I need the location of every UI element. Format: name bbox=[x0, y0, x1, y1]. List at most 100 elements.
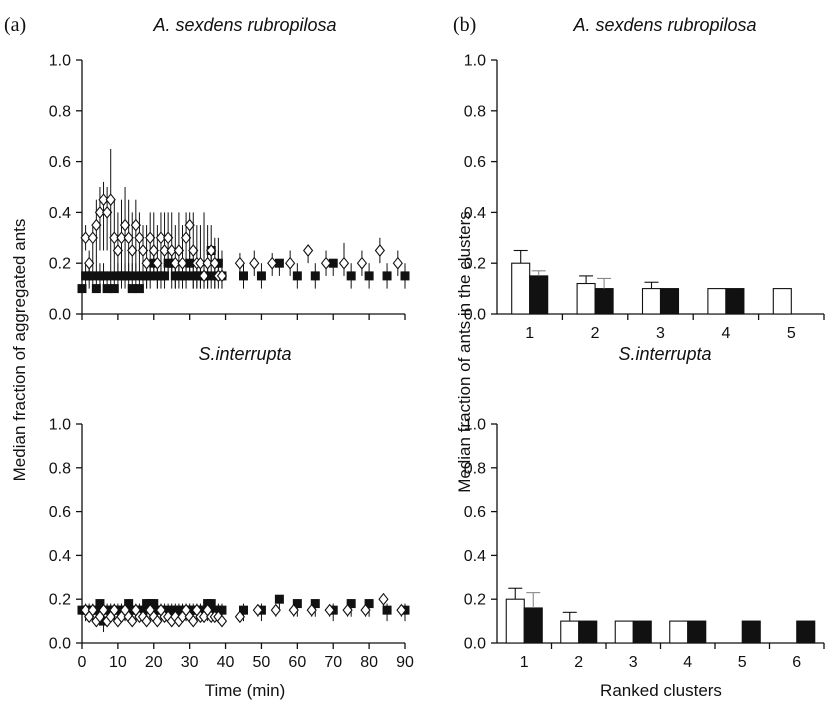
panel-b-label: (b) bbox=[453, 14, 476, 36]
x-tick-label: 20 bbox=[145, 654, 163, 671]
data-point-diamond bbox=[87, 603, 98, 617]
data-point-square bbox=[346, 599, 356, 609]
bar bbox=[741, 620, 761, 644]
panel-b-top-title: A. sexdens rubropilosa bbox=[572, 15, 756, 35]
y-tick-label: 0.6 bbox=[49, 154, 71, 171]
x-tick-label: 5 bbox=[738, 654, 747, 671]
x-tick-label: 4 bbox=[683, 654, 692, 671]
data-point-square bbox=[274, 258, 284, 268]
bar bbox=[560, 620, 580, 644]
data-point-diamond bbox=[302, 244, 314, 257]
y-tick-label: 0.0 bbox=[49, 307, 71, 324]
y-tick-label: 0.6 bbox=[49, 504, 71, 521]
data-point-diamond bbox=[173, 244, 185, 257]
data-point-diamond bbox=[141, 614, 152, 628]
data-point-square bbox=[364, 271, 374, 281]
data-point-square bbox=[88, 271, 98, 281]
data-point-square bbox=[102, 284, 112, 294]
data-point-diamond bbox=[180, 231, 192, 245]
data-point-diamond bbox=[130, 218, 141, 232]
data-point-diamond bbox=[396, 603, 407, 617]
x-tick-label: 90 bbox=[396, 654, 414, 671]
data-point-diamond bbox=[195, 256, 206, 270]
x-tick-label: 3 bbox=[629, 654, 638, 671]
y-tick-label: 0.2 bbox=[49, 256, 71, 273]
data-point-diamond bbox=[188, 614, 199, 628]
data-point-square bbox=[274, 594, 284, 604]
y-tick-label: 0.2 bbox=[464, 592, 486, 609]
data-point-square bbox=[256, 271, 266, 281]
data-point-diamond bbox=[87, 231, 98, 245]
data-point-diamond bbox=[105, 193, 116, 207]
data-point-diamond bbox=[360, 603, 371, 617]
panel-b-bottom-title: S.interrupta bbox=[618, 344, 711, 364]
bar-panel-b-top: 0.0 0.2 0.4 0.6 0.8 1.0 1 2 3 4 5 bbox=[464, 53, 825, 342]
bar bbox=[576, 282, 596, 315]
panel-a-label: (a) bbox=[4, 14, 26, 36]
data-point-diamond bbox=[98, 603, 109, 617]
data-point-diamond bbox=[145, 231, 156, 245]
data-point-square bbox=[124, 599, 134, 609]
data-point-diamond bbox=[267, 256, 278, 270]
y-tick-label: 0.4 bbox=[49, 548, 71, 565]
data-point-diamond bbox=[152, 614, 163, 628]
panel-a-x-axis-label: Time (min) bbox=[205, 681, 286, 700]
panel-b-y-axis-label: Median fraction of ants in the clusters bbox=[455, 211, 474, 493]
data-point-square bbox=[310, 271, 320, 281]
scatter-panel-a-bottom: 0.0 0.2 0.4 0.6 0.8 1.0 0 10 20 30 40 50 60 70 80 90 bbox=[49, 417, 414, 672]
data-point-diamond bbox=[127, 244, 138, 257]
x-tick-label: 0 bbox=[78, 654, 87, 671]
y-tick-label: 1.0 bbox=[464, 417, 486, 434]
data-point-diamond bbox=[356, 256, 368, 270]
data-point-square bbox=[106, 271, 116, 281]
data-point-diamond bbox=[285, 256, 296, 270]
data-point-square bbox=[292, 599, 302, 609]
data-point-diamond bbox=[306, 603, 317, 617]
y-tick-label: 0.2 bbox=[49, 592, 71, 609]
bar bbox=[669, 620, 689, 644]
x-tick-label: 60 bbox=[288, 654, 306, 671]
y-tick-label: 0.8 bbox=[464, 103, 486, 120]
bar bbox=[796, 620, 816, 644]
data-point-diamond bbox=[342, 603, 353, 617]
data-point-diamond bbox=[216, 614, 228, 628]
data-point-diamond bbox=[177, 256, 188, 270]
bar bbox=[505, 598, 525, 644]
bar bbox=[725, 288, 745, 315]
data-point-square bbox=[109, 284, 119, 294]
data-point-diamond bbox=[170, 256, 181, 270]
scatter-panel-a-top: 0.0 0.2 0.4 0.6 0.8 1.0 bbox=[49, 53, 410, 324]
data-point-diamond bbox=[102, 206, 113, 219]
data-point-diamond bbox=[324, 603, 335, 617]
data-point-diamond bbox=[166, 244, 177, 257]
data-point-diamond bbox=[378, 592, 389, 606]
data-point-diamond bbox=[141, 256, 152, 270]
y-tick-label: 0.8 bbox=[49, 460, 71, 477]
data-point-diamond bbox=[159, 244, 170, 257]
bar bbox=[641, 288, 662, 315]
data-point-square bbox=[400, 271, 410, 281]
bar bbox=[578, 620, 598, 644]
data-point-square bbox=[149, 599, 159, 609]
data-point-diamond bbox=[94, 206, 106, 219]
data-point-diamond bbox=[184, 218, 195, 232]
x-tick-label: 10 bbox=[109, 654, 127, 671]
data-point-diamond bbox=[320, 256, 332, 270]
data-point-diamond bbox=[252, 603, 263, 617]
bar bbox=[614, 620, 634, 644]
data-point-diamond bbox=[148, 244, 159, 257]
data-point-diamond bbox=[206, 244, 217, 257]
data-point-diamond bbox=[188, 244, 199, 257]
data-point-diamond bbox=[119, 218, 131, 232]
y-tick-label: 0.8 bbox=[464, 460, 486, 477]
x-tick-label: 40 bbox=[217, 654, 235, 671]
y-tick-label: 0.6 bbox=[464, 154, 486, 171]
x-tick-label: 50 bbox=[253, 654, 271, 671]
data-point-diamond bbox=[234, 256, 246, 270]
data-point-diamond bbox=[234, 610, 246, 624]
x-tick-label: 70 bbox=[324, 654, 342, 671]
bar bbox=[687, 620, 707, 644]
data-point-diamond bbox=[216, 269, 228, 283]
data-point-square bbox=[382, 271, 392, 281]
